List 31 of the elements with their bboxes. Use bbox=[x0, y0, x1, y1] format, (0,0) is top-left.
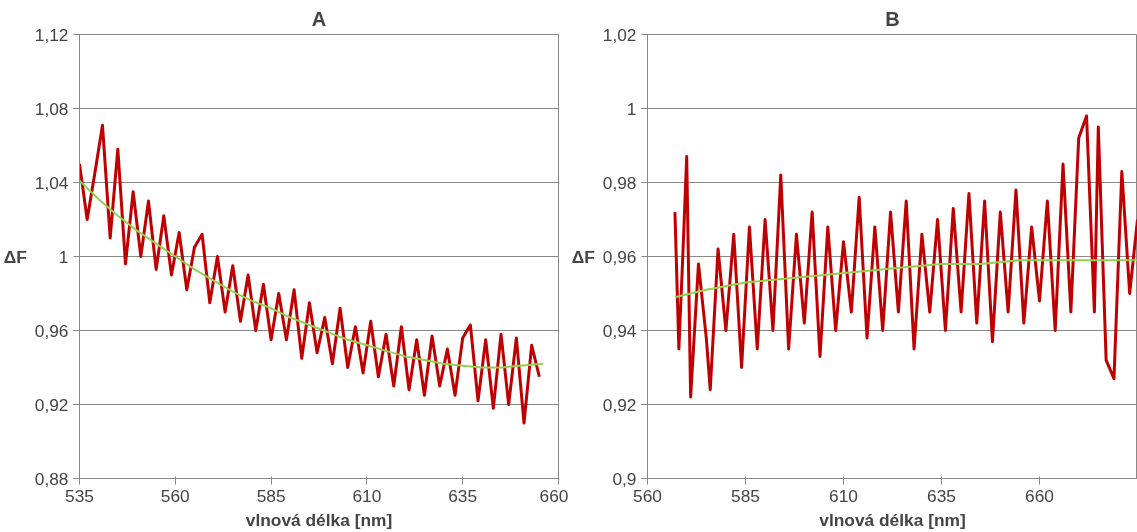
line-series bbox=[673, 114, 1137, 399]
x-tick-label: 585 bbox=[731, 485, 760, 506]
y-tick-label: 1 bbox=[626, 98, 637, 119]
line-series bbox=[673, 259, 1137, 299]
y-tick-label: 0,96 bbox=[602, 246, 637, 267]
y-axis-title: ΔF bbox=[3, 246, 27, 267]
y-tick-label: 0,94 bbox=[602, 320, 637, 341]
x-tick-label: 660 bbox=[539, 485, 569, 506]
x-tick-label: 610 bbox=[352, 485, 382, 506]
x-axis-title: vlnová délka [nm] bbox=[245, 509, 393, 530]
x-axis-title: vlnová délka [nm] bbox=[819, 509, 966, 530]
x-tick-label: 635 bbox=[927, 485, 956, 506]
y-axis-title: ΔF bbox=[571, 246, 595, 267]
y-tick-label: 0,92 bbox=[602, 394, 637, 415]
line-series bbox=[79, 123, 541, 425]
y-tick-label: 1,02 bbox=[602, 24, 637, 45]
y-tick-label: 0,96 bbox=[34, 320, 69, 341]
x-tick-label: 610 bbox=[829, 485, 858, 506]
y-tick-label: 0,98 bbox=[602, 172, 637, 193]
chart-title: B bbox=[885, 7, 900, 30]
x-tick-label: 635 bbox=[448, 485, 478, 506]
line-series bbox=[79, 179, 545, 369]
x-tick-label: 585 bbox=[256, 485, 286, 506]
y-tick-label: 1,08 bbox=[34, 98, 69, 119]
y-tick-label: 1,04 bbox=[34, 172, 69, 193]
chart-title: A bbox=[311, 7, 327, 30]
y-tick-label: 1,12 bbox=[34, 24, 69, 45]
y-tick-label: 0,92 bbox=[34, 394, 69, 415]
x-tick-label: 560 bbox=[160, 485, 190, 506]
y-tick-label: 1 bbox=[58, 246, 69, 267]
x-tick-label: 660 bbox=[1025, 485, 1054, 506]
